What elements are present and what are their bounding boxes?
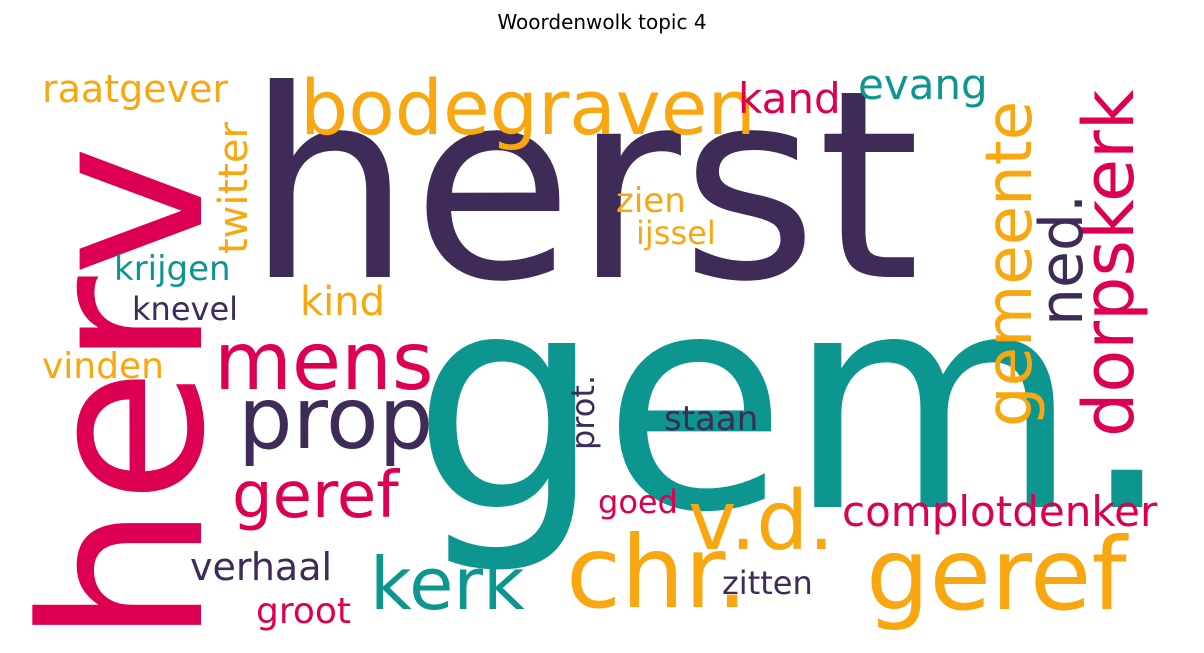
word-zien: zien (616, 181, 686, 221)
word-verhaal: verhaal (190, 545, 333, 589)
word-prot: prot. (564, 374, 602, 450)
word-prop: prop (238, 369, 434, 469)
word-geref-large: geref (866, 516, 1127, 633)
word-complotdenker: complotdenker (842, 487, 1158, 536)
word-kand: kand (738, 74, 841, 123)
chart-title: Woordenwolk topic 4 (497, 10, 707, 34)
word-vd: v.d. (688, 474, 835, 569)
word-kind: kind (300, 279, 386, 325)
word-mens: mens (214, 315, 434, 408)
word-ijssel: ijssel (636, 214, 716, 252)
word-goed: goed (598, 483, 678, 521)
word-chr: chr. (566, 514, 749, 631)
word-vinden: vinden (42, 346, 164, 387)
word-herst: herst (246, 34, 921, 339)
word-groot: groot (256, 591, 352, 632)
word-bodegraven: bodegraven (300, 63, 756, 152)
word-zitten: zitten (722, 564, 813, 602)
word-gem: gem. (412, 229, 1175, 578)
word-staan: staan (664, 399, 759, 439)
word-geref-small: geref (232, 459, 399, 533)
word-ned: ned. (1027, 193, 1097, 326)
word-evang: evang (858, 60, 988, 109)
word-twitter: twitter (211, 122, 257, 254)
word-kerk: kerk (370, 542, 525, 626)
word-raatgever: raatgever (42, 67, 229, 111)
word-knevel: knevel (132, 290, 239, 328)
word-krijgen: krijgen (114, 249, 231, 289)
